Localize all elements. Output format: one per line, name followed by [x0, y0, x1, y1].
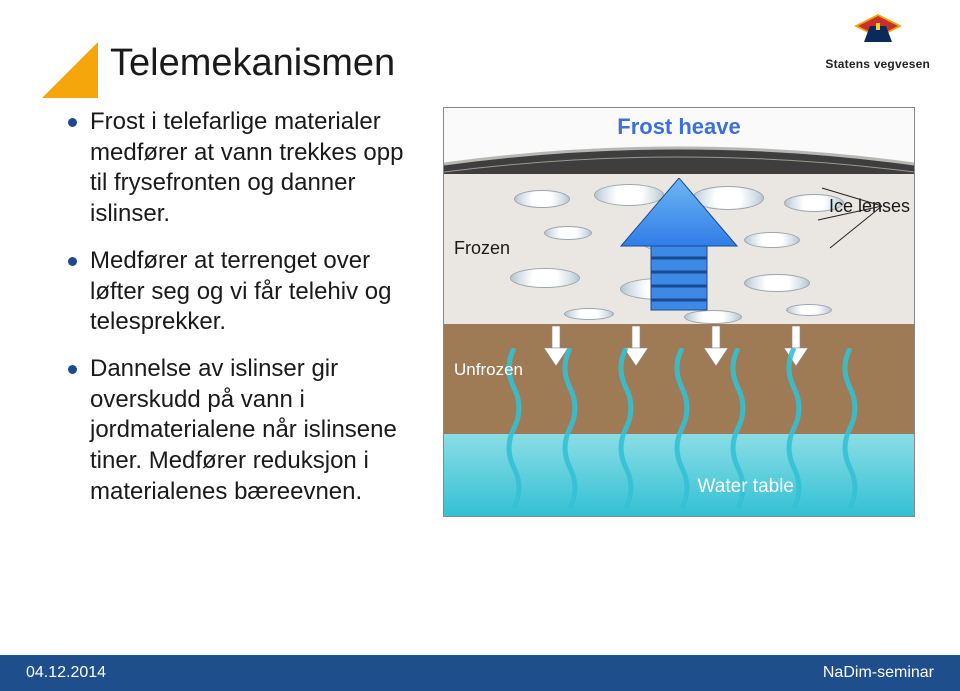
footer-event: NaDim-seminar	[823, 664, 934, 682]
frost-heave-arrow-icon	[619, 178, 739, 318]
frost-heave-label: Frost heave	[617, 114, 741, 140]
ice-lens-icon	[514, 190, 570, 208]
footer-bar: 04.12.2014 NaDim-seminar	[0, 655, 960, 691]
corner-triangle-icon	[42, 42, 98, 98]
bullet-item: Medfører at terrenget over løfter seg og…	[68, 246, 425, 338]
frost-heave-diagram: Frost heave Frozen Ice lenses Unfrozen W…	[443, 107, 915, 517]
ice-lens-icon	[564, 308, 614, 320]
slide: Statens vegvesen Telemekanismen Frost i …	[0, 0, 960, 691]
bullet-list: Frost i telefarlige materialer medfører …	[40, 107, 435, 524]
footer-date: 04.12.2014	[26, 664, 106, 682]
ice-lens-icon	[744, 232, 800, 248]
road-layer	[444, 142, 914, 174]
bullet-item: Frost i telefarlige materialer medfører …	[68, 107, 425, 230]
frozen-label: Frozen	[454, 238, 510, 259]
water-table-label: Water table	[698, 476, 794, 498]
ice-lens-icon	[510, 268, 580, 288]
content-row: Frost i telefarlige materialer medfører …	[40, 107, 920, 524]
ice-lens-icon	[544, 226, 592, 240]
brand-name: Statens vegvesen	[825, 57, 930, 71]
page-title: Telemekanismen	[110, 42, 920, 85]
ice-lens-icon	[744, 274, 810, 292]
brand-logo: Statens vegvesen	[825, 12, 930, 71]
vegvesen-logo-icon	[848, 12, 908, 48]
diagram-wrapper: Frost heave Frozen Ice lenses Unfrozen W…	[435, 107, 920, 524]
unfrozen-label: Unfrozen	[454, 360, 523, 380]
ice-lens-icon	[786, 304, 832, 316]
ice-lenses-label: Ice lenses	[829, 196, 910, 217]
bullet-item: Dannelse av islinser gir overskudd på va…	[68, 354, 425, 508]
